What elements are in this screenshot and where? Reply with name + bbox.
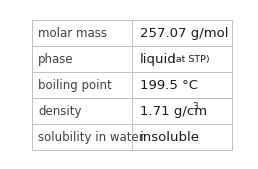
Text: 199.5 °C: 199.5 °C	[140, 79, 198, 92]
Text: solubility in water: solubility in water	[38, 131, 144, 144]
Text: liquid: liquid	[140, 53, 177, 66]
Text: density: density	[38, 105, 82, 118]
Text: 1.71 g/cm: 1.71 g/cm	[140, 105, 207, 118]
Text: (at STP): (at STP)	[169, 55, 209, 64]
Text: phase: phase	[38, 53, 74, 66]
Text: boiling point: boiling point	[38, 79, 112, 92]
Text: molar mass: molar mass	[38, 27, 107, 40]
Text: 3: 3	[192, 102, 198, 111]
Text: 257.07 g/mol: 257.07 g/mol	[140, 27, 229, 40]
Text: insoluble: insoluble	[140, 131, 200, 144]
